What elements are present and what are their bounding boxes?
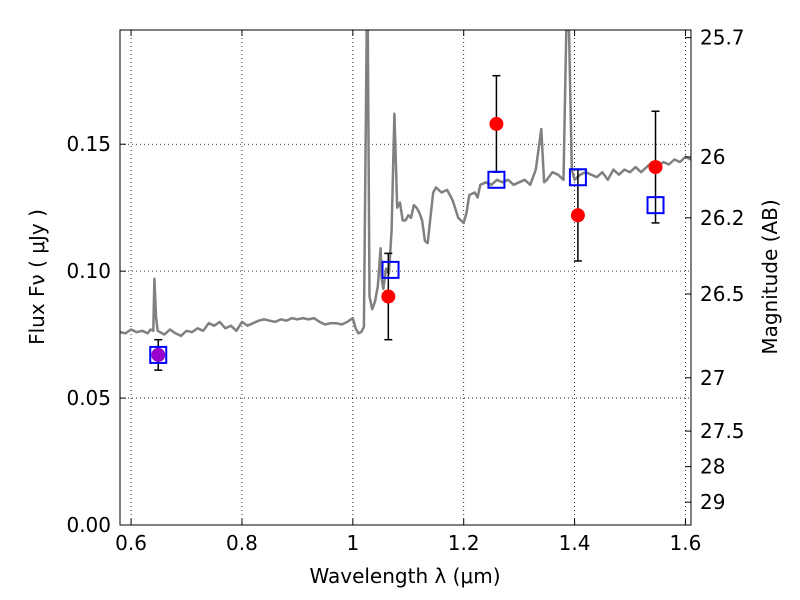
- y-tick-label: 0.15: [66, 132, 111, 156]
- x-tick-labels: 0.6 0.8 1 1.2 1.4 1.6: [115, 531, 701, 555]
- x-axis-title: Wavelength λ (μm): [309, 564, 500, 588]
- x-tick-label: 1.4: [559, 531, 591, 555]
- y-tick-labels: 0.00 0.05 0.10 0.15: [66, 132, 111, 537]
- y-tick-label: 0.05: [66, 386, 111, 410]
- y2-tick-label: 26: [700, 145, 725, 169]
- spectrum-line: [120, 30, 691, 338]
- plot-area: [120, 30, 691, 525]
- y2-axis-title: Magnitude (AB): [758, 199, 782, 354]
- observed-point: [489, 116, 504, 131]
- marker-layer: [149, 74, 665, 371]
- x-tick-label: 1: [346, 531, 359, 555]
- y2-tick-label: 27: [700, 366, 725, 390]
- y-tick-label: 0.10: [66, 259, 111, 283]
- observed-point: [151, 347, 166, 362]
- y2-tick-label: 28: [700, 455, 725, 479]
- x-tick-label: 0.8: [226, 531, 258, 555]
- observed-point: [570, 208, 585, 223]
- model-point: [381, 260, 400, 279]
- plot-frame: [119, 29, 692, 526]
- x-tick-label: 0.6: [115, 531, 147, 555]
- observed-point: [648, 160, 663, 175]
- spectrum-layer: [120, 30, 691, 338]
- y2-tick-label: 26.2: [700, 206, 745, 230]
- x-tick-label: 1.2: [448, 531, 480, 555]
- y2-tick-label: 26.5: [700, 282, 745, 306]
- model-point: [149, 345, 168, 364]
- observed-point: [381, 289, 396, 304]
- y2-tick-label: 29: [700, 490, 725, 514]
- y2-tick-labels: 25.7 26 26.2 26.5 27 27.5 28 29: [700, 26, 745, 515]
- model-point: [568, 168, 587, 187]
- grid: [120, 30, 691, 525]
- y2-tick-label: 25.7: [700, 26, 745, 50]
- model-point: [646, 196, 665, 215]
- x-tick-label: 1.6: [670, 531, 702, 555]
- y2-tick-label: 27.5: [700, 419, 745, 443]
- y-axis-title: Flux Fν ( μJy ): [25, 209, 49, 345]
- tick-marks: [120, 30, 691, 526]
- y-tick-label: 0.00: [66, 513, 111, 537]
- model-point: [487, 170, 506, 189]
